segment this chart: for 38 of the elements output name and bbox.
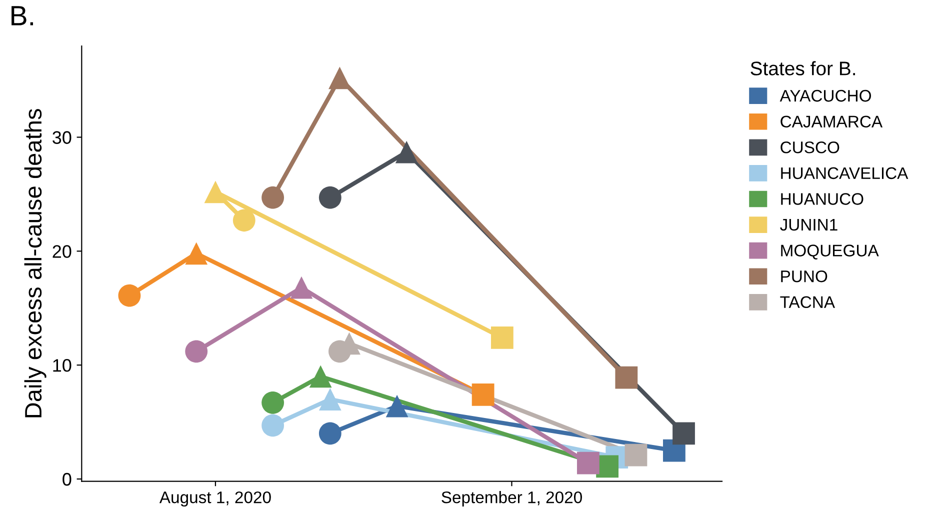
point bbox=[395, 140, 418, 164]
point bbox=[672, 422, 695, 445]
legend-label: HUANUCO bbox=[781, 193, 864, 205]
y-tick-label: 30 bbox=[52, 131, 72, 144]
legend-title: States for B. bbox=[750, 61, 856, 76]
legend-label: CAJAMARCA bbox=[780, 116, 883, 128]
legend-label: MOQUEGUA bbox=[781, 244, 879, 260]
point bbox=[290, 276, 313, 299]
point bbox=[185, 340, 208, 363]
text: B. bbox=[12, 6, 33, 26]
point bbox=[318, 422, 342, 445]
legend-label: HUANCAVELICA bbox=[781, 167, 908, 180]
point bbox=[318, 388, 342, 410]
legend-label: CUSCO bbox=[780, 141, 840, 154]
point bbox=[262, 414, 284, 437]
legend-label: PUNO bbox=[781, 270, 828, 282]
point bbox=[615, 366, 638, 389]
point bbox=[118, 284, 141, 307]
x-tick-label: August 1, 2020 bbox=[159, 491, 271, 507]
x-tick-label: September 1, 2020 bbox=[442, 491, 582, 507]
point bbox=[309, 365, 332, 388]
y-tick-label: 10 bbox=[53, 359, 72, 372]
legend-label: JUNIN1 bbox=[780, 219, 838, 231]
point bbox=[472, 384, 494, 406]
legend-label: AYACUCHO bbox=[780, 90, 871, 102]
legend-label: TACNA bbox=[780, 296, 836, 308]
point bbox=[576, 452, 600, 474]
point bbox=[624, 444, 648, 466]
point bbox=[386, 394, 408, 418]
point bbox=[185, 242, 208, 265]
y-tick-label: 0 bbox=[62, 472, 72, 486]
point bbox=[490, 326, 514, 349]
point bbox=[318, 186, 342, 209]
point bbox=[262, 186, 284, 209]
point bbox=[262, 391, 284, 414]
point bbox=[232, 209, 256, 232]
y-tick-label: 20 bbox=[52, 245, 72, 258]
y-axis-title: Daily excess all-cause deaths bbox=[24, 109, 46, 418]
